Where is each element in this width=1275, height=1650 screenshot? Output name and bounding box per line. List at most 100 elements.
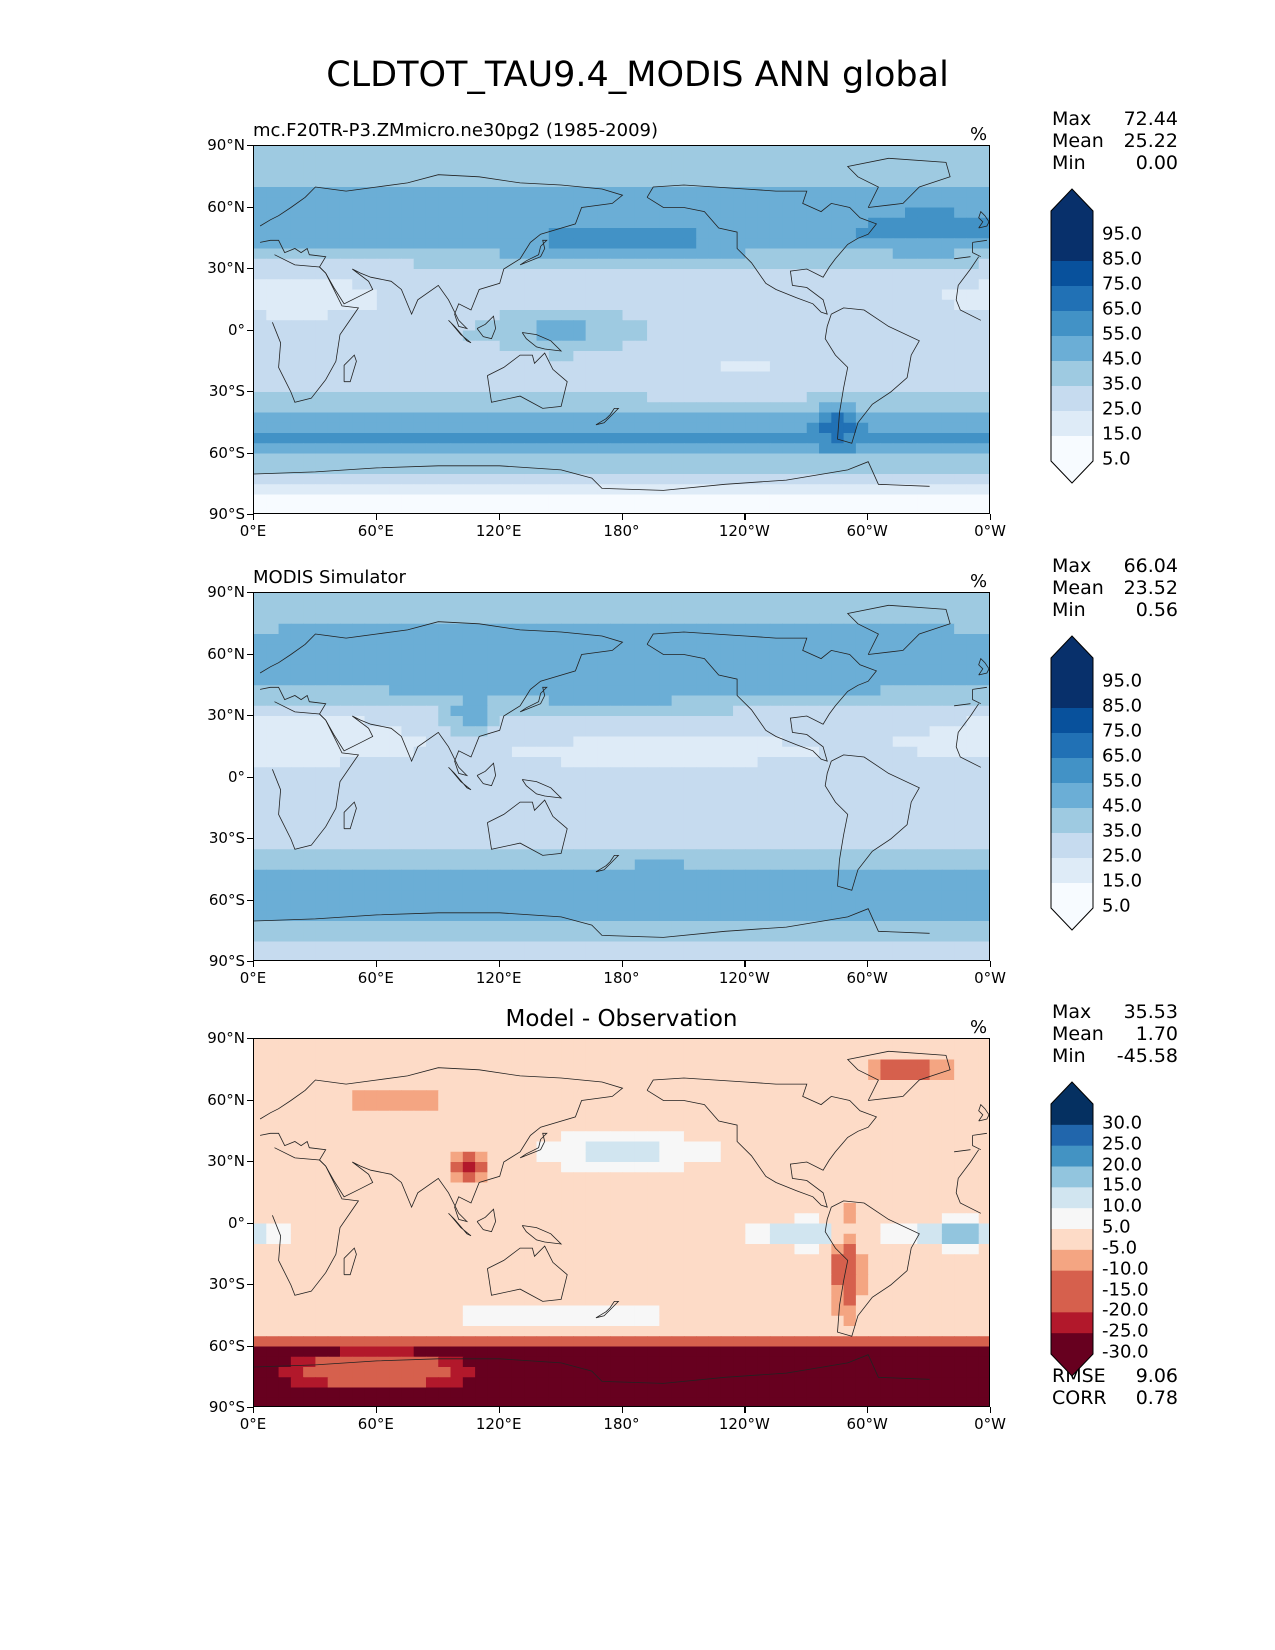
field-cell (585, 798, 599, 809)
panel-title: MODIS Simulator (253, 567, 406, 588)
field-cell (978, 207, 989, 219)
field-cell (413, 310, 427, 321)
field-cell (524, 176, 538, 188)
field-cell (511, 494, 525, 506)
field-cell (413, 422, 427, 434)
field-cell (597, 217, 611, 229)
field-cell (954, 422, 968, 434)
field-cell (929, 685, 943, 697)
field-cell (819, 422, 832, 434)
field-cell (524, 1110, 538, 1122)
field-cell (462, 695, 476, 707)
field-cell (450, 422, 464, 434)
field-cell (794, 197, 808, 209)
field-cell (303, 1100, 317, 1112)
field-cell (745, 613, 759, 625)
field-cell (315, 798, 329, 809)
field-cell (696, 238, 710, 250)
field-cell (376, 705, 390, 717)
field-cell (585, 248, 599, 260)
field-cell (573, 484, 587, 496)
field-cell (634, 1059, 648, 1071)
field-cell (511, 746, 525, 758)
field-cell (487, 849, 501, 861)
field-cell (561, 176, 574, 188)
field-cell (647, 340, 660, 352)
field-cell (708, 634, 722, 645)
field-cell (339, 890, 353, 902)
field-cell (843, 634, 857, 645)
field-cell (315, 1049, 329, 1061)
field-cell (450, 504, 464, 513)
field-cell (905, 654, 918, 666)
field-cell (487, 808, 501, 820)
field-cell (536, 818, 550, 830)
field-cell (438, 1121, 452, 1132)
field-cell (536, 695, 550, 707)
field-cell (671, 664, 685, 676)
field-cell (745, 726, 759, 738)
field-cell (425, 675, 439, 686)
field-cell (769, 248, 783, 260)
field-cell (917, 664, 931, 676)
field-cell (425, 166, 439, 178)
field-cell (880, 951, 894, 960)
field-cell (561, 859, 574, 871)
field-cell (511, 228, 525, 239)
field-cell (720, 705, 734, 717)
field-cell (831, 654, 845, 666)
field-cell (733, 248, 746, 260)
field-cell (327, 1049, 341, 1061)
field-cell (782, 951, 796, 960)
field-cell (720, 880, 734, 891)
field-cell (757, 695, 771, 707)
field-cell (745, 433, 759, 444)
field-cell (671, 767, 685, 779)
field-cell (487, 330, 501, 342)
field-cell (475, 197, 488, 209)
field-cell (610, 798, 624, 809)
field-cell (880, 1059, 894, 1071)
field-cell (548, 248, 562, 260)
field-cell (266, 787, 280, 799)
field-cell (278, 269, 292, 280)
field-cell (364, 402, 378, 414)
field-cell (941, 675, 955, 686)
field-cell (659, 1059, 673, 1071)
field-cell (303, 289, 317, 301)
field-cell (290, 613, 304, 625)
field-cell (659, 279, 673, 291)
field-cell (794, 463, 808, 475)
field-cell (905, 422, 918, 434)
field-cell (376, 726, 390, 738)
field-cell (941, 869, 955, 881)
field-cell (917, 839, 931, 850)
field-cell (548, 351, 562, 362)
field-cell (880, 176, 894, 188)
field-cell (536, 422, 550, 434)
field-cell (475, 371, 488, 383)
field-cell (425, 248, 439, 260)
field-cell (425, 453, 439, 465)
field-cell (720, 818, 734, 830)
field-cell (254, 695, 267, 707)
field-cell (794, 603, 808, 615)
field-cell (634, 818, 648, 830)
stat-label: Mean (1052, 577, 1104, 599)
field-cell (647, 705, 660, 717)
field-cell (868, 941, 882, 953)
field-cell (303, 1059, 317, 1071)
field-cell (954, 746, 968, 758)
field-cell (327, 664, 341, 676)
field-cell (462, 736, 476, 748)
field-cell (819, 320, 832, 332)
field-cell (413, 351, 427, 362)
field-cell (647, 207, 660, 219)
field-cell (438, 757, 452, 768)
field-cell (634, 746, 648, 758)
field-cell (966, 258, 980, 270)
field-cell (978, 910, 989, 922)
field-cell (585, 392, 599, 403)
field-cell (548, 818, 562, 830)
field-cell (757, 859, 771, 871)
